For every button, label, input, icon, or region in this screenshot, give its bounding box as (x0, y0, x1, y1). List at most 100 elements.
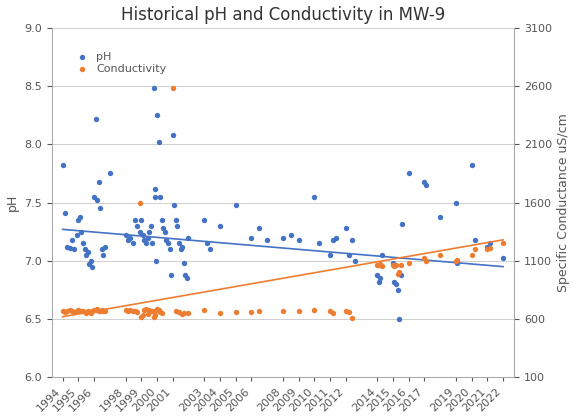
pH (182, 275, 191, 282)
pH (168, 132, 177, 138)
pH (231, 202, 240, 208)
Conductivity (82, 309, 91, 316)
pH (145, 228, 154, 235)
pH (141, 240, 150, 247)
Conductivity (88, 307, 97, 314)
pH (347, 236, 357, 243)
Conductivity (135, 199, 144, 206)
pH (77, 228, 86, 235)
Conductivity (157, 310, 166, 317)
pH (263, 236, 272, 243)
pH (58, 162, 67, 169)
Conductivity (78, 308, 88, 314)
Conductivity (89, 306, 98, 313)
pH (374, 279, 384, 285)
Conductivity (278, 308, 287, 314)
Conductivity (470, 246, 479, 253)
pH (132, 222, 142, 229)
Conductivity (453, 256, 462, 263)
Conductivity (153, 306, 162, 313)
Conductivity (151, 312, 160, 318)
Title: Historical pH and Conductivity in MW-9: Historical pH and Conductivity in MW-9 (121, 5, 445, 23)
Conductivity (121, 306, 130, 313)
pH (470, 236, 479, 243)
Conductivity (498, 240, 507, 247)
Conductivity (75, 307, 85, 314)
Conductivity (422, 257, 431, 264)
pH (486, 240, 495, 247)
Conductivity (141, 306, 150, 313)
pH (325, 252, 335, 259)
pH (393, 287, 402, 293)
pH (398, 220, 407, 227)
pH (74, 217, 83, 223)
pH (203, 240, 212, 247)
pH (121, 232, 130, 238)
Conductivity (404, 260, 413, 266)
Conductivity (247, 308, 256, 315)
Y-axis label: pH: pH (6, 194, 18, 211)
pH (483, 243, 492, 250)
pH (177, 243, 187, 250)
Conductivity (184, 310, 193, 317)
pH (396, 272, 406, 278)
pH (65, 245, 74, 251)
pH (247, 234, 256, 241)
pH (392, 281, 401, 287)
pH (171, 217, 180, 223)
Conductivity (328, 309, 338, 316)
Conductivity (137, 313, 146, 320)
pH (170, 202, 179, 208)
Conductivity (179, 310, 188, 317)
pH (85, 261, 94, 268)
Conductivity (377, 262, 386, 269)
Conductivity (344, 308, 354, 315)
pH (82, 252, 91, 259)
Conductivity (255, 308, 264, 314)
Conductivity (168, 85, 177, 92)
Conductivity (175, 309, 184, 316)
pH (388, 260, 397, 266)
pH (72, 232, 81, 238)
pH (166, 272, 176, 278)
Conductivity (396, 262, 406, 269)
pH (175, 240, 184, 247)
Conductivity (100, 308, 109, 315)
Conductivity (294, 308, 303, 315)
Conductivity (393, 270, 402, 277)
pH (100, 243, 109, 250)
pH (70, 246, 79, 253)
Conductivity (420, 255, 429, 262)
pH (173, 222, 182, 229)
pH (75, 213, 85, 220)
pH (373, 272, 382, 278)
pH (390, 279, 399, 285)
pH (498, 255, 507, 262)
Conductivity (72, 308, 81, 314)
pH (435, 213, 445, 220)
Conductivity (150, 307, 159, 314)
pH (158, 225, 168, 232)
pH (99, 252, 108, 259)
pH (156, 194, 165, 200)
pH (140, 236, 149, 243)
pH (176, 246, 185, 253)
pH (164, 240, 173, 247)
pH (128, 240, 137, 247)
Legend: pH, Conductivity: pH, Conductivity (66, 47, 171, 78)
Conductivity (486, 245, 495, 251)
pH (80, 246, 89, 253)
pH (181, 272, 190, 278)
Conductivity (70, 309, 79, 316)
pH (179, 260, 188, 266)
pH (453, 260, 462, 266)
pH (138, 232, 147, 238)
pH (341, 225, 350, 232)
Conductivity (130, 308, 139, 314)
pH (154, 139, 163, 145)
pH (351, 257, 360, 264)
Conductivity (145, 307, 154, 314)
Conductivity (171, 308, 180, 315)
pH (162, 236, 171, 243)
Conductivity (93, 306, 102, 313)
